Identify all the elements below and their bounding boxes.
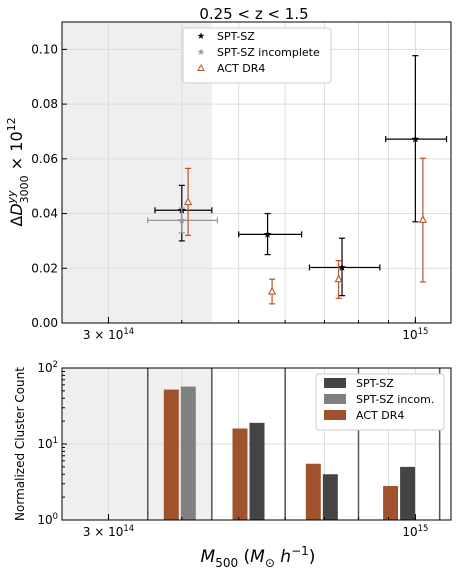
bar	[383, 486, 399, 520]
bottom-legend: SPT-SZ SPT-SZ incom. ACT DR4	[315, 373, 445, 431]
legend-marker-triangle	[197, 63, 205, 71]
legend-swatch	[324, 410, 346, 420]
legend-label: ACT DR4	[356, 409, 404, 422]
bottom-y-tick-label: 101	[37, 435, 58, 451]
legend-swatch	[324, 378, 346, 388]
bar	[249, 422, 265, 520]
bottom-x-tick-label: 1015	[402, 523, 428, 539]
bottom-y-tick-label: 102	[37, 359, 58, 375]
x-axis-label: M500 (M⊙ h−1)	[201, 544, 316, 570]
bottom-bars	[163, 386, 416, 520]
bottom-x-tick-label: 3 × 1014	[83, 523, 134, 539]
top-y-axis-label-text: ΔDyy3000 × 1012	[5, 117, 31, 226]
top-y-tick-label: 0.00	[31, 316, 58, 330]
top-x-tick-label: 1015	[402, 326, 428, 342]
x-axis-label-text: M500 (M⊙ h−1)	[201, 544, 316, 570]
top-legend-box	[182, 27, 332, 84]
top-x-tick-label: 3 × 1014	[83, 326, 134, 342]
bar	[163, 389, 179, 520]
bottom-panel: 100 101 102 3 × 1014 1015 Normalized Cluster…	[13, 359, 452, 570]
data-point-star	[338, 263, 346, 271]
top-plot-frame	[61, 21, 452, 324]
legend-swatch	[324, 394, 346, 404]
top-grid	[62, 22, 451, 324]
top-y-tick-label: 0.04	[31, 207, 58, 221]
top-title: 0.25 < z < 1.5	[199, 5, 308, 23]
legend-label: SPT-SZ incomplete	[217, 46, 320, 59]
bottom-legend-box	[315, 373, 445, 431]
bottom-y-axis-label: Normalized Cluster Count	[13, 367, 27, 521]
legend-label: SPT-SZ incom.	[356, 393, 434, 406]
top-y-tick-label: 0.10	[31, 42, 58, 56]
top-panel: 0.25 < z < 1.5 0.00 0.02 0.04 0.06 0.08 0.10 3…	[5, 5, 452, 342]
bottom-y-tick-label: 100	[37, 511, 58, 527]
bar	[180, 386, 196, 520]
top-legend: SPT-SZ SPT-SZ incomplete ACT DR4	[182, 27, 332, 84]
top-y-tick-label: 0.08	[31, 97, 58, 111]
top-ticks: 0.00 0.02 0.04 0.06 0.08 0.10 3 × 1014 1015	[31, 42, 428, 342]
data-point-triangle	[334, 274, 343, 283]
bar	[400, 466, 416, 520]
bar	[322, 474, 338, 520]
top-data-marks	[147, 55, 448, 305]
data-point-star	[178, 216, 186, 224]
data-point-triangle	[418, 215, 428, 223]
data-point-star	[411, 135, 420, 143]
bar	[305, 463, 321, 520]
top-y-tick-label: 0.06	[31, 152, 58, 166]
legend-label: SPT-SZ	[356, 377, 394, 390]
top-y-tick-label: 0.02	[31, 261, 58, 275]
legend-label: ACT DR4	[217, 62, 265, 75]
data-point-star	[263, 230, 272, 238]
top-y-axis-label: ΔDyy3000 × 1012	[5, 117, 31, 226]
legend-marker-star	[197, 48, 205, 55]
bar	[232, 428, 248, 520]
legend-marker-star	[197, 32, 205, 39]
data-point-triangle	[267, 286, 277, 295]
legend-label: SPT-SZ	[217, 30, 255, 43]
data-point-triangle	[183, 197, 193, 206]
bottom-ticks: 100 101 102 3 × 1014 1015	[37, 359, 428, 539]
